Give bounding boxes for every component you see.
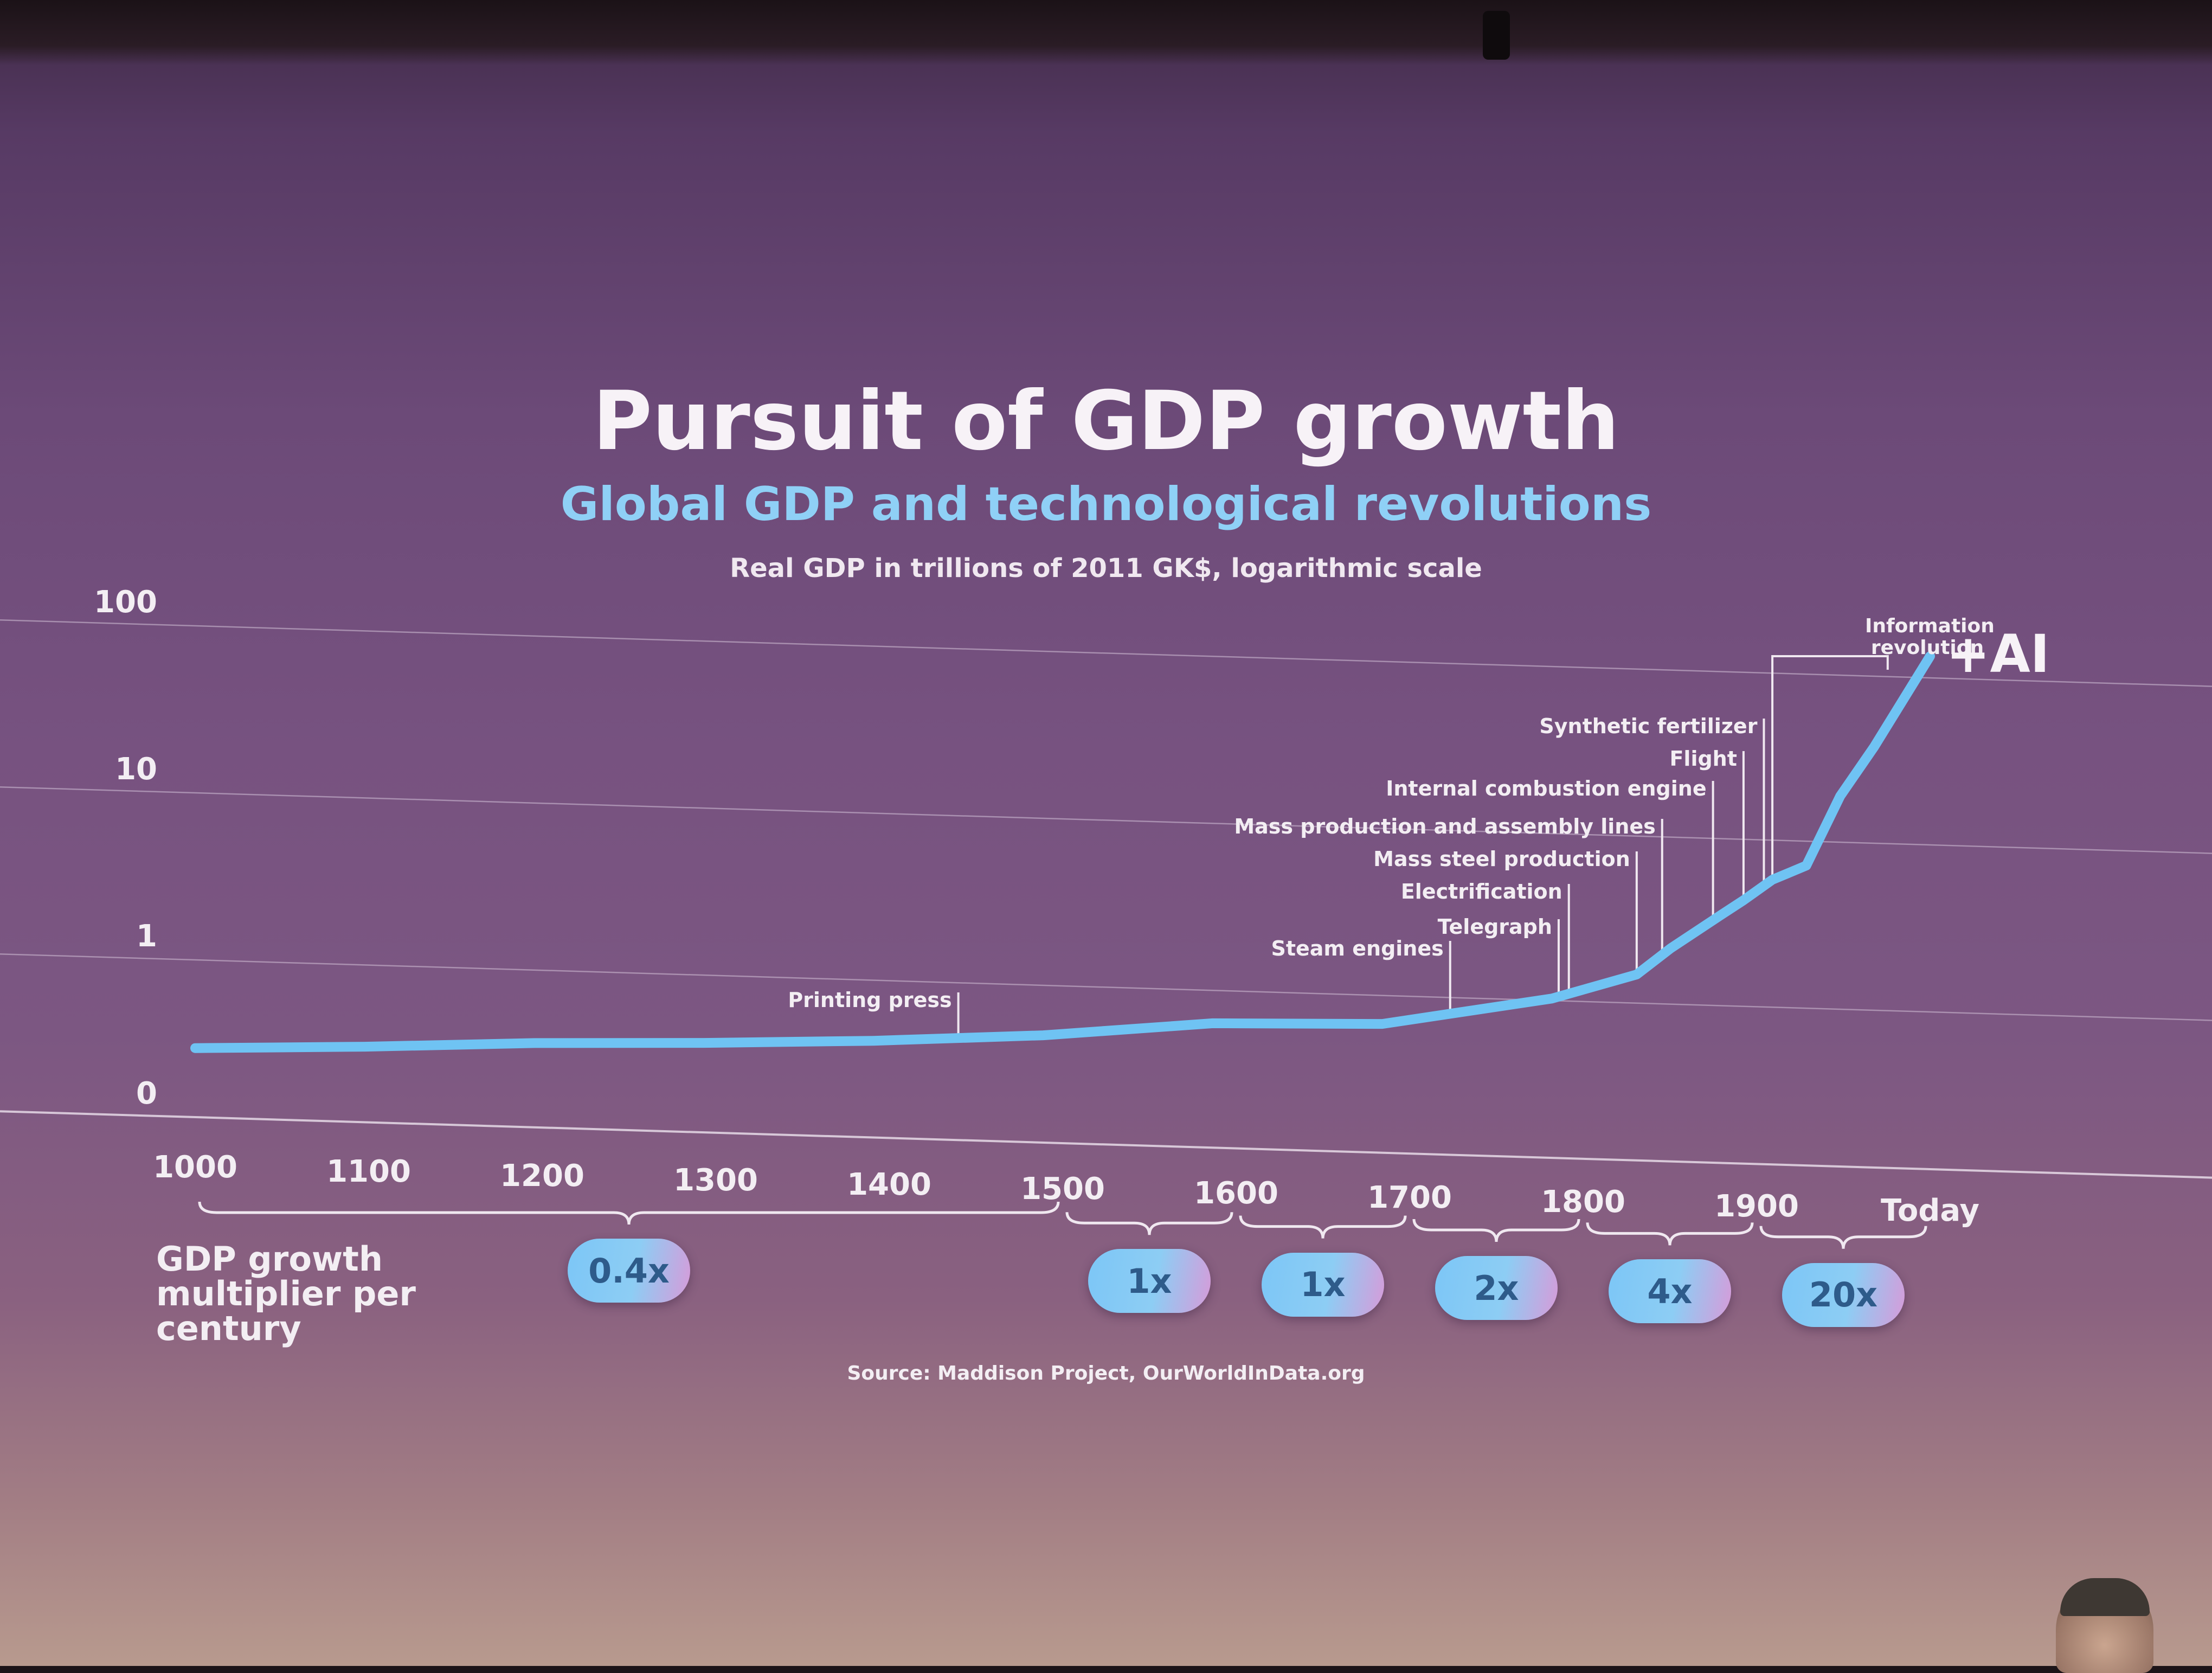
y-tick-label: 10 <box>115 752 157 787</box>
source-note: Source: Maddison Project, OurWorldInData… <box>847 1362 1365 1384</box>
multiplier-pill: 1x <box>1088 1249 1211 1313</box>
event-label: Steam engines <box>1271 937 1444 960</box>
event-label: Synthetic fertilizer <box>1539 714 1758 738</box>
y-tick-label: 100 <box>94 585 157 620</box>
multiplier-pill: 2x <box>1435 1256 1558 1320</box>
x-tick-label: 1400 <box>847 1167 931 1202</box>
century-brace <box>1065 1212 1233 1235</box>
x-tick-label: 1900 <box>1714 1189 1799 1224</box>
event-label: Electrification <box>1400 880 1562 903</box>
multiplier-pill: 1x <box>1262 1252 1384 1317</box>
century-brace <box>1412 1219 1580 1242</box>
y-tick-label: 0 <box>136 1076 157 1111</box>
event-label: Internal combustion engine <box>1386 777 1707 800</box>
multiplier-pill: 0.4x <box>568 1239 690 1303</box>
century-braces <box>198 1201 1927 1249</box>
chart-title: Pursuit of GDP growth <box>593 374 1619 469</box>
chart-subtitle: Global GDP and technological revolutions <box>560 477 1652 531</box>
event-label: Printing press <box>788 988 952 1012</box>
speaker-hair <box>2060 1578 2150 1616</box>
gridlines <box>0 619 2212 1179</box>
x-tick-label: 1700 <box>1367 1180 1452 1215</box>
x-tick-label: 1300 <box>673 1163 758 1198</box>
event-label: Flight <box>1669 747 1737 771</box>
event-label: Telegraph <box>1437 915 1552 939</box>
x-tick-label: 1800 <box>1541 1184 1625 1220</box>
projector-mount <box>1483 11 1510 60</box>
century-brace <box>1759 1226 1927 1249</box>
event-label: Mass production and assembly lines <box>1234 815 1656 838</box>
century-brace <box>1239 1215 1407 1239</box>
multiplier-pill: 20x <box>1782 1262 1905 1327</box>
multiplier-pill: 4x <box>1609 1259 1731 1324</box>
x-tick-label: 1500 <box>1020 1171 1105 1207</box>
century-brace <box>1586 1222 1754 1246</box>
gridline-1 <box>0 953 2212 1021</box>
century-brace <box>198 1201 1060 1225</box>
information-revolution-bracket <box>1771 655 1889 880</box>
gridline-0 <box>0 1110 2212 1179</box>
gdp-series <box>190 651 1935 1053</box>
x-tick-label: 1200 <box>500 1158 584 1194</box>
gridline-10 <box>0 786 2212 854</box>
event-label: Mass steel production <box>1373 847 1630 871</box>
gdp-line <box>190 651 1935 1053</box>
event-label-information-revolution: Information revolution <box>1865 615 1995 659</box>
axis-note: Real GDP in trillions of 2011 GK$, logar… <box>730 553 1482 584</box>
gridline-100 <box>0 619 2212 687</box>
multiplier-label: GDP growth multiplier per century <box>156 1239 416 1348</box>
plus-ai-label: +AI <box>1946 624 2050 684</box>
x-tick-label: Today <box>1881 1193 1979 1228</box>
x-tick-label: 1100 <box>326 1154 411 1189</box>
event-leader-lines <box>957 655 1889 1039</box>
y-tick-label: 1 <box>136 919 157 954</box>
x-tick-label: 1000 <box>153 1150 237 1185</box>
ceiling <box>0 0 2212 65</box>
x-tick-label: 1600 <box>1194 1176 1278 1211</box>
